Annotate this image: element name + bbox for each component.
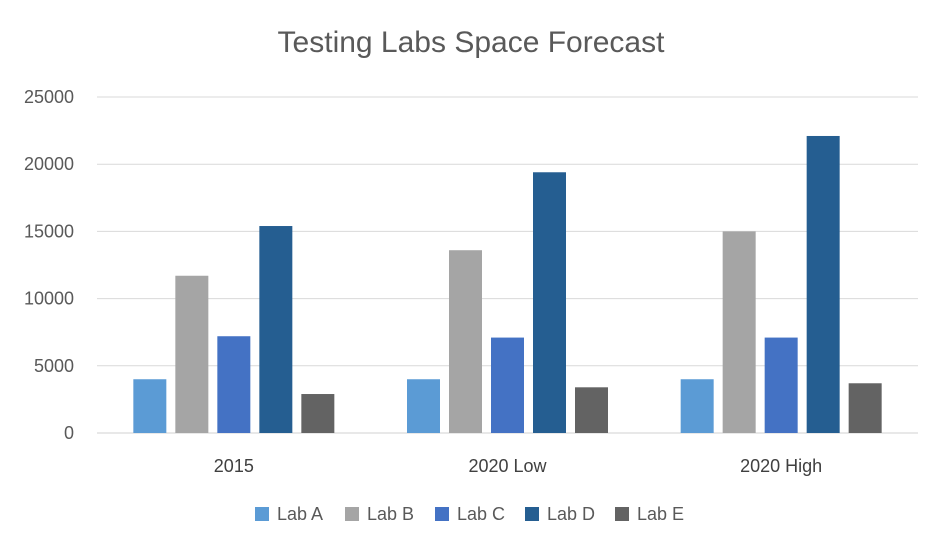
bars	[133, 135, 882, 433]
bar-lab-b-2020-low	[449, 250, 482, 433]
y-tick-label: 25000	[24, 87, 74, 107]
legend-item-lab-a: Lab A	[255, 504, 323, 524]
legend-label: Lab E	[637, 504, 684, 524]
bar-lab-e-2015	[301, 394, 335, 433]
bar-lab-c-2015	[217, 336, 251, 433]
y-tick-label: 0	[64, 423, 74, 443]
y-axis-ticks: 0 5000 10000 15000 20000 25000	[24, 87, 74, 443]
legend-item-lab-b: Lab B	[345, 504, 414, 524]
bar-lab-d-2015	[259, 226, 293, 433]
legend-label: Lab B	[367, 504, 414, 524]
bar-lab-c-2020-high	[764, 337, 798, 433]
x-category-label: 2020 Low	[468, 456, 547, 476]
bar-lab-a-2015	[133, 379, 167, 433]
legend-label: Lab A	[277, 504, 323, 524]
x-category-label: 2015	[214, 456, 254, 476]
legend-label: Lab D	[547, 504, 595, 524]
bar-lab-c-2020-low	[491, 337, 524, 433]
y-tick-label: 20000	[24, 154, 74, 174]
bar-lab-b-2020-high	[722, 231, 756, 433]
chart-title: Testing Labs Space Forecast	[278, 26, 666, 59]
legend-item-lab-d: Lab D	[525, 504, 595, 524]
legend-swatch	[615, 507, 629, 521]
legend-label: Lab C	[457, 504, 505, 524]
bar-lab-e-2020-high	[848, 383, 882, 433]
legend-item-lab-c: Lab C	[435, 504, 505, 524]
y-tick-label: 5000	[34, 356, 74, 376]
y-tick-label: 15000	[24, 221, 74, 241]
bar-lab-a-2020-low	[407, 379, 440, 433]
bar-lab-d-2020-low	[533, 172, 566, 433]
bar-lab-d-2020-high	[806, 135, 840, 433]
bar-lab-a-2020-high	[680, 379, 714, 433]
bar-lab-e-2020-low	[575, 387, 608, 433]
legend-swatch	[525, 507, 539, 521]
legend-swatch	[345, 507, 359, 521]
legend-swatch	[255, 507, 269, 521]
y-tick-label: 10000	[24, 289, 74, 309]
legend-swatch	[435, 507, 449, 521]
legend-item-lab-e: Lab E	[615, 504, 684, 524]
x-axis-categories: 2015 2020 Low 2020 High	[214, 456, 822, 476]
legend: Lab A Lab B Lab C Lab D Lab E	[255, 504, 684, 524]
x-category-label: 2020 High	[740, 456, 822, 476]
bar-lab-b-2015	[175, 275, 209, 433]
